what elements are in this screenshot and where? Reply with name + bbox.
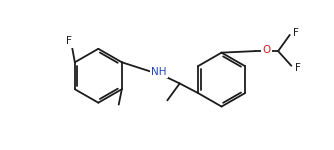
Text: NH: NH <box>151 67 167 77</box>
Text: O: O <box>263 45 271 55</box>
Text: F: F <box>293 28 299 38</box>
Text: F: F <box>66 36 72 46</box>
Text: F: F <box>295 63 301 73</box>
